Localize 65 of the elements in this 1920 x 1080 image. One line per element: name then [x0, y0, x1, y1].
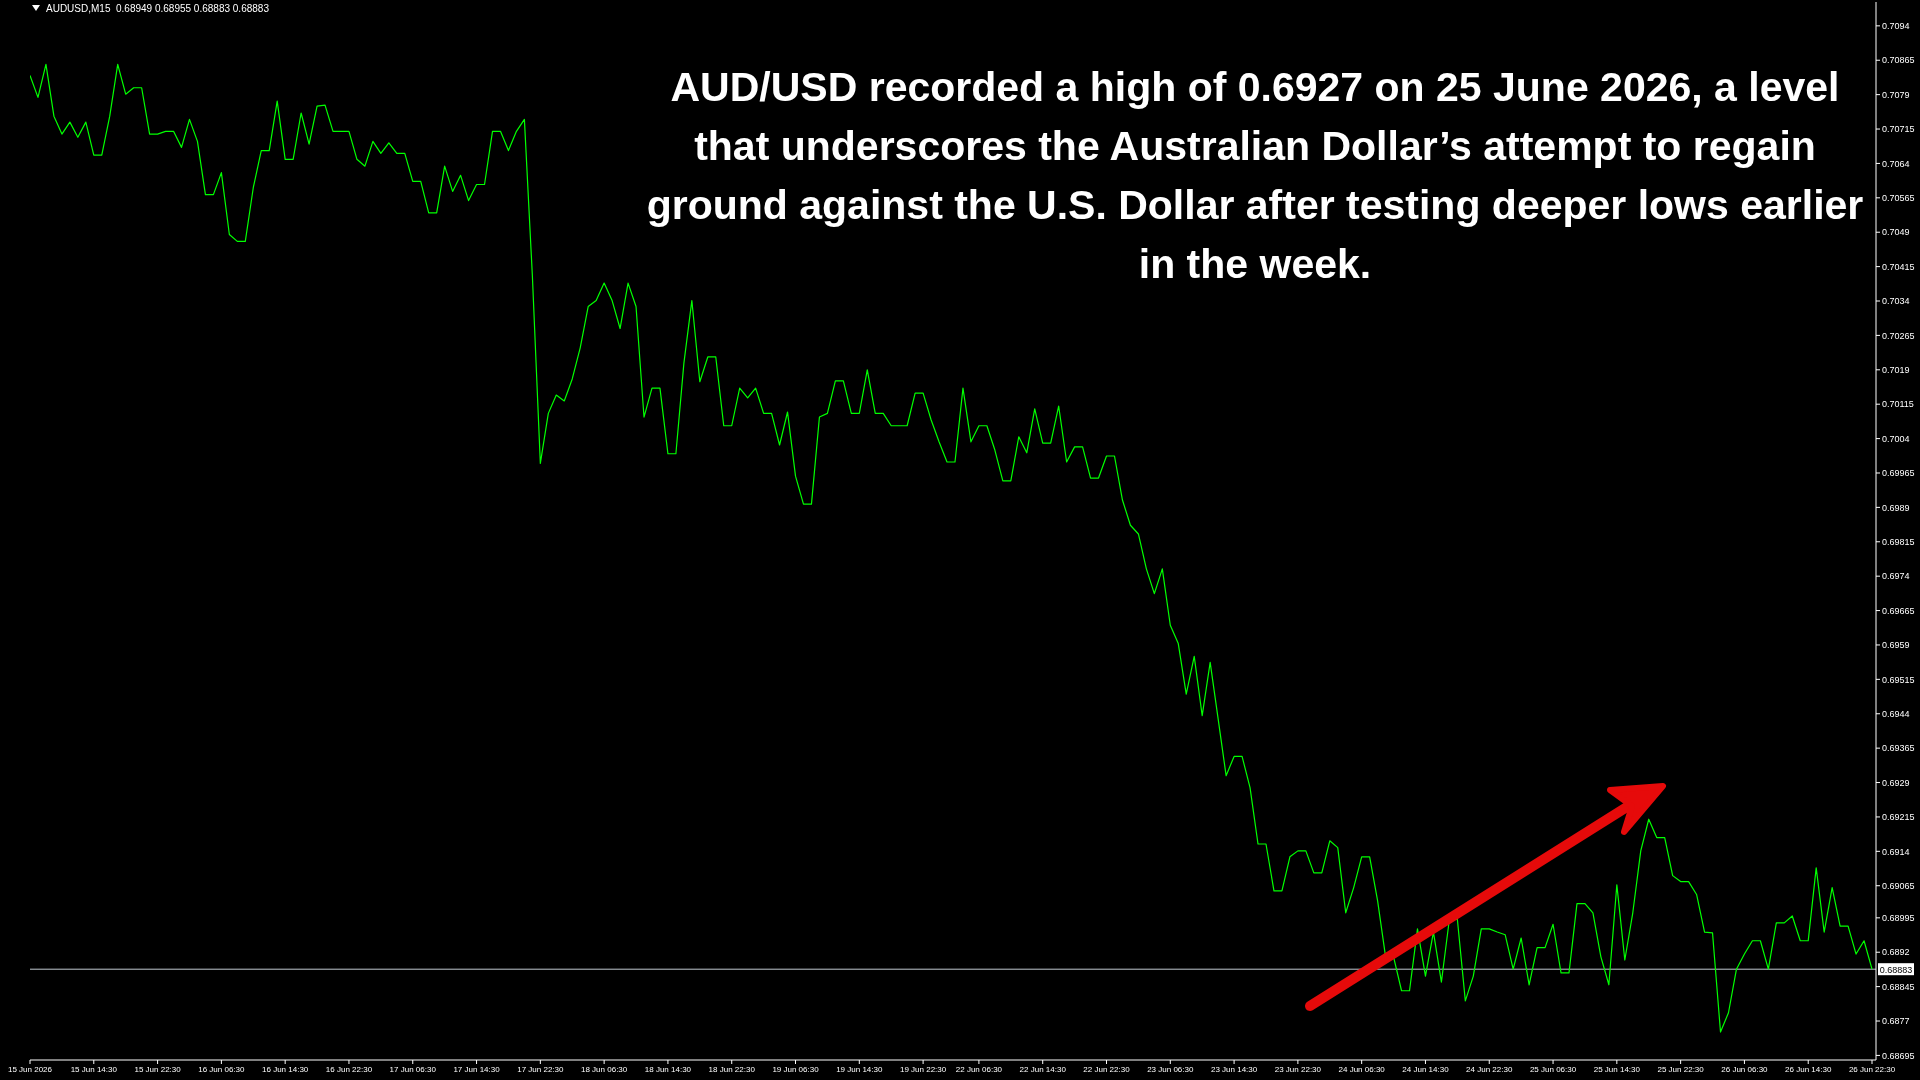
x-tick-label: 16 Jun 14:30	[262, 1064, 309, 1074]
y-tick-label: 0.6974	[1882, 571, 1910, 582]
x-tick-label: 25 Jun 22:30	[1657, 1064, 1705, 1074]
x-tick-label: 23 Jun 22:30	[1274, 1064, 1322, 1074]
x-tick-label: 19 Jun 22:30	[899, 1064, 947, 1074]
x-tick-label: 22 Jun 06:30	[955, 1064, 1003, 1074]
y-tick-label: 0.7034	[1882, 296, 1910, 307]
x-tick-label: 16 Jun 22:30	[325, 1064, 373, 1074]
y-tick-label: 0.69815	[1882, 536, 1915, 547]
y-tick-label: 0.6944	[1882, 708, 1910, 719]
y-tick-label: 0.68995	[1882, 913, 1915, 924]
x-tick-label: 19 Jun 06:30	[772, 1064, 820, 1074]
x-tick-label: 26 Jun 14:30	[1785, 1064, 1832, 1074]
x-tick-label: 23 Jun 06:30	[1147, 1064, 1194, 1074]
y-tick-label: 0.69215	[1882, 812, 1915, 823]
y-tick-label: 0.6959	[1882, 640, 1910, 651]
x-tick-label: 17 Jun 22:30	[517, 1064, 565, 1074]
x-tick-label: 24 Jun 14:30	[1402, 1064, 1450, 1074]
y-tick-label: 0.7079	[1882, 89, 1910, 100]
y-tick-label: 0.7019	[1882, 365, 1910, 375]
y-tick-label: 0.6914	[1882, 846, 1910, 857]
y-tick-label: 0.6877	[1882, 1016, 1910, 1027]
y-tick-label: 0.70115	[1882, 399, 1914, 410]
x-tick-label: 15 Jun 14:30	[70, 1064, 118, 1074]
x-tick-label: 26 Jun 06:30	[1721, 1064, 1769, 1074]
y-tick-label: 0.69965	[1882, 468, 1915, 479]
y-tick-label: 0.68695	[1882, 1050, 1915, 1061]
x-tick-label: 16 Jun 06:30	[198, 1064, 246, 1074]
x-tick-label: 19 Jun 14:30	[836, 1064, 883, 1074]
y-tick-label: 0.7049	[1882, 227, 1910, 238]
x-tick-label: 18 Jun 22:30	[708, 1064, 756, 1074]
y-tick-label: 0.69065	[1882, 880, 1915, 891]
x-tick-label: 17 Jun 14:30	[453, 1064, 501, 1074]
x-tick-label: 24 Jun 22:30	[1466, 1064, 1513, 1074]
y-tick-label: 0.69665	[1882, 605, 1915, 616]
y-tick-label: 0.70715	[1882, 124, 1915, 135]
x-tick-label: 24 Jun 06:30	[1338, 1064, 1386, 1074]
y-tick-label: 0.6929	[1882, 777, 1910, 788]
x-tick-label: 25 Jun 14:30	[1593, 1064, 1641, 1074]
y-tick-label: 0.7064	[1882, 158, 1910, 169]
y-tick-label: 0.6989	[1882, 502, 1910, 513]
x-tick-label: 22 Jun 22:30	[1083, 1064, 1131, 1074]
y-tick-label: 0.7004	[1882, 433, 1910, 444]
y-tick-label: 0.70415	[1882, 261, 1915, 272]
y-tick-label: 0.7094	[1882, 21, 1910, 32]
x-tick-label: 18 Jun 06:30	[581, 1064, 628, 1074]
x-tick-label: 22 Jun 14:30	[1019, 1064, 1067, 1074]
annotation: AUD/USD recorded a high of 0.6927 on 25 June 2026, a level that underscores the Australian Dollar’s attempt to regain ground against the U.S. Dollar after testing deeper lows earlier in the week.	[645, 63, 1865, 289]
y-tick-label: 0.68845	[1882, 981, 1915, 992]
x-tick-label: 26 Jun 22:30	[1848, 1064, 1896, 1074]
y-tick-label: 0.70265	[1882, 330, 1915, 341]
x-tick-label: 15 Jun 22:30	[134, 1064, 182, 1074]
y-tick-label: 0.69365	[1882, 743, 1915, 754]
y-tick-label: 0.70565	[1882, 193, 1915, 204]
chart-title: AUDUSD,M15 0.68949 0.68955 0.68883 0.68883	[46, 2, 269, 14]
x-tick-label: 17 Jun 06:30	[389, 1064, 437, 1074]
x-tick-label: 23 Jun 14:30	[1210, 1064, 1258, 1074]
y-tick-label: 0.70865	[1882, 55, 1915, 66]
y-tick-label: 0.6892	[1882, 947, 1910, 958]
line-series	[30, 63, 1873, 1033]
ref-line-label: 0.68883	[1879, 964, 1913, 975]
x-tick-label: 15 Jun 2026	[7, 1064, 53, 1074]
x-tick-label: 25 Jun 06:30	[1529, 1064, 1577, 1074]
x-tick-label: 18 Jun 14:30	[644, 1064, 692, 1074]
y-tick-label: 0.69515	[1882, 674, 1915, 685]
